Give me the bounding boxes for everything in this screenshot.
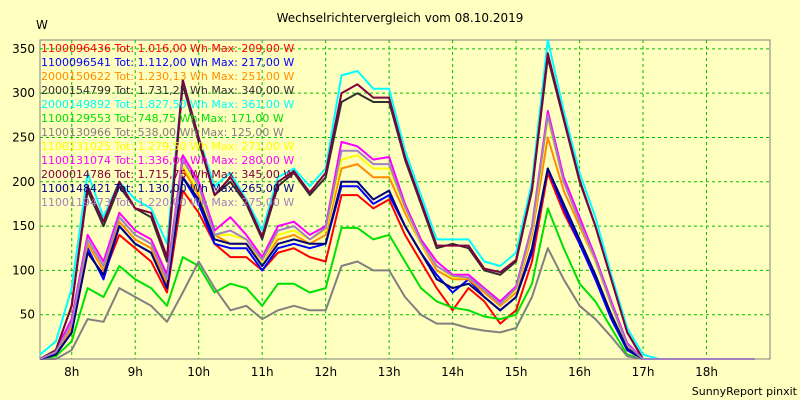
legend-entry-10: 2000014786 Tot: 1.715,75 Wh Max: 345,00 … [41, 168, 294, 181]
x-tick-label: 11h [251, 365, 274, 379]
series-line-7 [40, 247, 755, 360]
series-line-10 [39, 52, 755, 360]
series-line-5 [39, 39, 755, 360]
legend-entry-3: 2000150622 Tot: 1.230,13 Wh Max: 251,00 … [41, 70, 294, 83]
legend-entry-2: 1100096541 Tot: 1.112,00 Wh Max: 217,00 … [41, 56, 294, 69]
legend-entry-8: 1100131025 Tot: 1.279,50 Wh Max: 271,00 … [41, 140, 294, 153]
x-tick-label: 9h [128, 365, 143, 379]
y-tick-label: 200 [12, 175, 35, 189]
legend-entry-9: 1100131074 Tot: 1.336,00 Wh Max: 280,00 … [41, 154, 294, 167]
y-tick-label: 250 [12, 130, 35, 144]
legend-entry-4: 2000154799 Tot: 1.731,25 Wh Max: 340,00 … [41, 84, 294, 97]
y-axis-unit-label: W [36, 18, 48, 32]
legend-entry-5: 2000149892 Tot: 1.827,50 Wh Max: 361,00 … [41, 98, 294, 111]
y-tick-label: 150 [12, 219, 35, 233]
axes: 50 100 150 200 250 300 350 8h 9h 10h 11h 12h 13h 14h 1… [12, 42, 718, 379]
legend-entry-12: 1100119473 Tot: 1.220,00 Wh Max: 275,00 … [41, 196, 294, 209]
x-tick-label: 12h [314, 365, 337, 379]
plot-area-frame [39, 39, 771, 360]
y-tick-label: 300 [12, 86, 35, 100]
x-tick-label: 10h [187, 365, 210, 379]
legend: 1100096436 Tot: 1.016,00 Wh Max: 209,00 … [41, 42, 294, 209]
x-tick-label: 8h [64, 365, 79, 379]
series-line-12 [39, 114, 755, 360]
y-tick-label: 350 [12, 42, 35, 56]
x-tick-label: 17h [632, 365, 655, 379]
x-tick-label: 14h [441, 365, 464, 379]
series-lines [39, 39, 755, 360]
legend-entry-1: 1100096436 Tot: 1.016,00 Wh Max: 209,00 … [41, 42, 294, 55]
y-tick-label: 100 [12, 263, 35, 277]
footer-credit: SunnyReport pinxit [692, 385, 798, 398]
x-tick-label: 15h [505, 365, 528, 379]
chart-title: Wechselrichtervergleich vom 08.10.2019 [277, 11, 524, 25]
legend-entry-7: 1100130966 Tot: 538,00 Wh Max: 125,00 W [41, 126, 284, 139]
x-tick-label: 16h [568, 365, 591, 379]
legend-entry-6: 1100129553 Tot: 748,75 Wh Max: 171,00 W [41, 112, 284, 125]
legend-entry-11: 1100148421 Tot: 1.130,00 Wh Max: 265,00 … [41, 182, 294, 195]
series-line-11 [39, 167, 755, 360]
x-tick-label: 18h [695, 365, 718, 379]
y-tick-label: 50 [20, 308, 35, 322]
x-tick-label: 13h [378, 365, 401, 379]
